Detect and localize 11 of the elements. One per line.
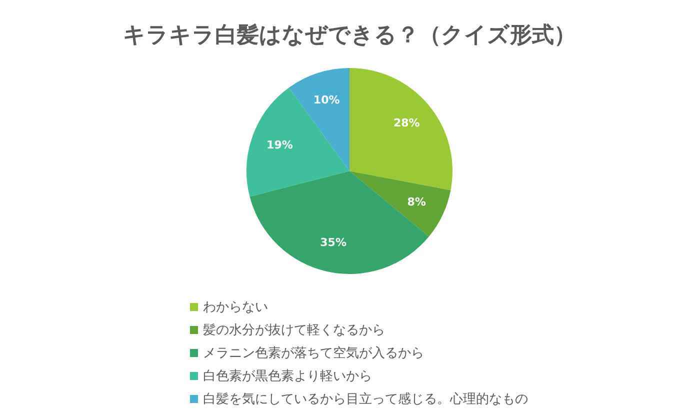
legend-label: 髪の水分が抜けて軽くなるから — [203, 322, 385, 338]
data-label: 8% — [407, 195, 426, 208]
chart-title: キラキラ白髪はなぜできる？（クイズ形式） — [122, 22, 577, 50]
data-label: 19% — [266, 138, 293, 152]
legend-label: わからない — [203, 298, 268, 316]
legend-label: 白髪を気にしているから目立って感じる。心理的なもの — [203, 390, 528, 408]
legend-label: メラニン色素が落ちて空気が入るから — [203, 344, 424, 362]
legend-label: 白色素が黒色素より軽いから — [203, 368, 372, 384]
data-label: 28% — [393, 116, 420, 130]
data-label: 35% — [320, 236, 346, 250]
data-label: 10% — [313, 93, 340, 106]
